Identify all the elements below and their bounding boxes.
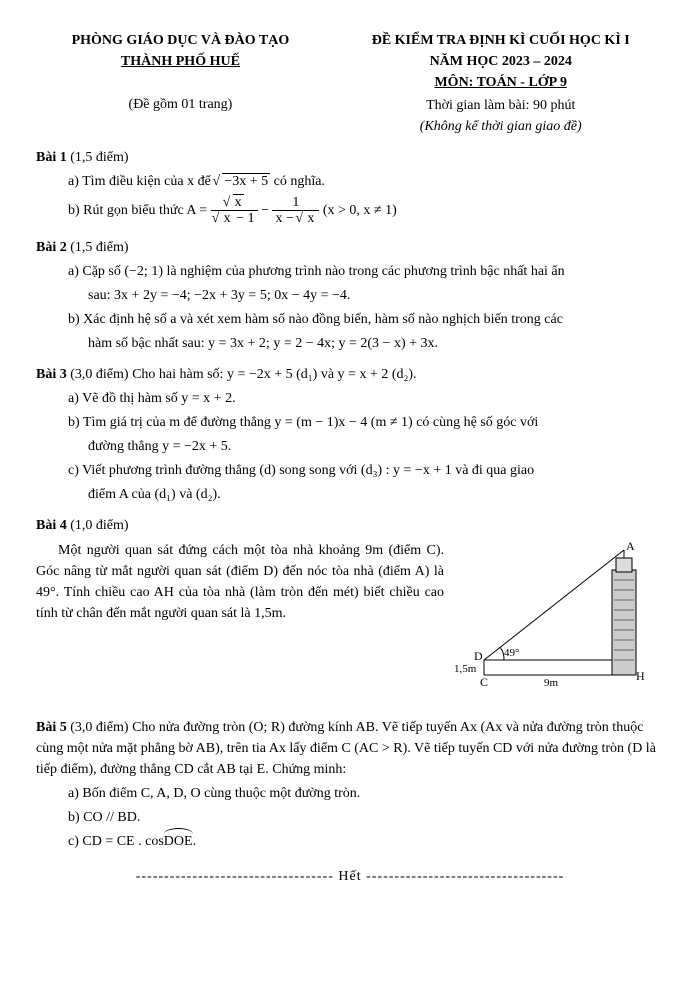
svg-text:1,5m: 1,5m	[454, 663, 477, 675]
arc-icon: DOE	[164, 831, 193, 852]
bai5-pts: (3,0 điểm)	[70, 720, 128, 735]
bai3-c1: c) Viết phương trình đường thẳng (d) son…	[68, 460, 664, 481]
bai5: Bài 5 (3,0 điểm) Cho nửa đường tròn (O; …	[36, 717, 664, 852]
svg-text:49°: 49°	[504, 647, 519, 659]
bai1-a: a) Tìm điều kiện của x để −3x + 5 có ngh…	[68, 171, 664, 192]
bai5-title: Bài 5	[36, 720, 67, 735]
sqrt-icon: −3x + 5	[214, 171, 270, 192]
bai5-b: b) CO // BD.	[68, 807, 664, 828]
bai3-c2: điểm A của (d₁) và (d₂).	[88, 484, 664, 505]
bai5-c-post: .	[193, 834, 197, 849]
sqrt-icon: x	[297, 211, 316, 226]
fraction: x x − 1	[211, 195, 258, 227]
dept-line2: THÀNH PHỐ HUẾ	[121, 51, 240, 72]
bai2-title: Bài 2	[36, 240, 67, 255]
bai3-title: Bài 3	[36, 367, 67, 382]
duration-note: (Không kể thời gian giao đề)	[337, 116, 664, 137]
bai5-c-pre: c) CD = CE . cos	[68, 834, 164, 849]
bai3-b2: đường thẳng y = −2x + 5.	[88, 436, 664, 457]
bai3-a: a) Vẽ đồ thị hàm số y = x + 2.	[68, 388, 664, 409]
bai1-title: Bài 1	[36, 150, 67, 165]
minus: −	[261, 203, 272, 218]
header-left: PHÒNG GIÁO DỤC VÀ ĐÀO TẠO THÀNH PHỐ HUẾ …	[36, 30, 325, 137]
bai4-figure: A D C H 49° 1,5m 9m	[454, 540, 664, 707]
bai1: Bài 1 (1,5 điểm) a) Tìm điều kiện của x …	[36, 147, 664, 227]
bai4-para: Một người quan sát đứng cách một tòa nhà…	[36, 540, 444, 624]
svg-text:D: D	[474, 649, 483, 663]
subject-line: MÔN: TOÁN - LỚP 9	[434, 72, 567, 93]
bai4-title: Bài 4	[36, 518, 67, 533]
sqrt-icon: x	[225, 195, 244, 210]
bai2-a2: sau: 3x + 2y = −4; −2x + 3y = 5; 0x − 4y…	[88, 285, 664, 306]
svg-text:H: H	[636, 669, 645, 683]
bai1-b-pre: b) Rút gọn biểu thức A =	[68, 203, 211, 218]
bai3-pts: (3,0 điểm)	[70, 367, 128, 382]
bai5-intro: Cho nửa đường tròn (O; R) đường kính AB.…	[36, 720, 656, 777]
duration: Thời gian làm bài: 90 phút	[337, 95, 664, 116]
bai5-c: c) CD = CE . cosDOE.	[68, 831, 664, 852]
bai3-intro: Cho hai hàm số: y = −2x + 5 (d₁) và y = …	[132, 367, 416, 382]
bai1-pts: (1,5 điểm)	[70, 150, 128, 165]
header-right: ĐỀ KIỂM TRA ĐỊNH KÌ CUỐI HỌC KÌ I NĂM HỌ…	[337, 30, 664, 137]
exam-title: ĐỀ KIỂM TRA ĐỊNH KÌ CUỐI HỌC KÌ I	[337, 30, 664, 51]
bai3-b1: b) Tìm giá trị của m để đường thẳng y = …	[68, 412, 664, 433]
bai4: Bài 4 (1,0 điểm) Một người quan sát đứng…	[36, 515, 664, 707]
svg-text:C: C	[480, 675, 488, 689]
bai1-b-cond: (x > 0, x ≠ 1)	[323, 203, 397, 218]
header: PHÒNG GIÁO DỤC VÀ ĐÀO TẠO THÀNH PHỐ HUẾ …	[36, 30, 664, 137]
bai1-a-rad: −3x + 5	[222, 173, 270, 189]
building-diagram-icon: A D C H 49° 1,5m 9m	[454, 540, 664, 700]
bai2-pts: (1,5 điểm)	[70, 240, 128, 255]
bai2-b2: hàm số bậc nhất sau: y = 3x + 2; y = 2 −…	[88, 333, 664, 354]
dept-line1: PHÒNG GIÁO DỤC VÀ ĐÀO TẠO	[36, 30, 325, 51]
school-year: NĂM HỌC 2023 – 2024	[337, 51, 664, 72]
footer-end: ----------------------------------- Hết …	[36, 866, 664, 887]
svg-text:9m: 9m	[544, 677, 559, 689]
bai5-a: a) Bốn điểm C, A, D, O cùng thuộc một đư…	[68, 783, 664, 804]
page-count: (Đề gồm 01 trang)	[36, 94, 325, 115]
bai3: Bài 3 (3,0 điểm) Cho hai hàm số: y = −2x…	[36, 364, 664, 505]
bai2: Bài 2 (1,5 điểm) a) Cặp số (−2; 1) là ng…	[36, 237, 664, 354]
sqrt-icon: x	[214, 211, 233, 226]
fraction: 1 x − x	[272, 195, 319, 227]
bai2-a1: a) Cặp số (−2; 1) là nghiệm của phương t…	[68, 261, 664, 282]
bai1-a-post: có nghĩa.	[274, 174, 325, 189]
svg-text:A: A	[626, 540, 635, 553]
bai1-b: b) Rút gọn biểu thức A = x x − 1 − 1 x −…	[68, 195, 664, 227]
bai4-pts: (1,0 điểm)	[70, 518, 128, 533]
bai1-a-pre: a) Tìm điều kiện của x để	[68, 174, 214, 189]
bai2-b1: b) Xác định hệ số a và xét xem hàm số nà…	[68, 309, 664, 330]
